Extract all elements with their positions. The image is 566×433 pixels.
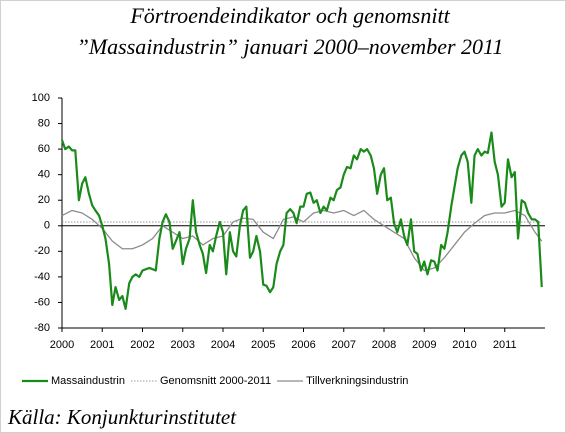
x-tick-label: 2008 bbox=[372, 339, 396, 351]
x-tick-label: 2007 bbox=[332, 339, 356, 351]
legend-label: Genomsnitt 2000-2011 bbox=[160, 375, 271, 387]
x-tick-label: 2006 bbox=[291, 339, 315, 351]
x-tick-label: 2011 bbox=[493, 339, 517, 351]
x-tick-label: 2005 bbox=[251, 339, 275, 351]
y-tick-label: -40 bbox=[34, 271, 50, 283]
y-tick-label: 100 bbox=[32, 92, 50, 104]
y-tick-label: 80 bbox=[38, 117, 50, 129]
x-tick-label: 2000 bbox=[50, 339, 74, 351]
legend-label: Tillverkningsindustrin bbox=[306, 375, 408, 387]
legend-label: Massaindustrin bbox=[51, 375, 125, 387]
y-tick-label: 0 bbox=[44, 220, 50, 232]
y-tick-label: -60 bbox=[34, 296, 50, 308]
x-tick-label: 2001 bbox=[90, 339, 114, 351]
y-tick-label: -80 bbox=[34, 322, 50, 334]
y-tick-label: -20 bbox=[34, 245, 50, 257]
source: Källa: Konjunkturinstitutet bbox=[7, 405, 237, 429]
y-tick-label: 20 bbox=[38, 194, 50, 206]
x-tick-label: 2004 bbox=[211, 339, 235, 351]
chart-subtitle: ”Massaindustrin” januari 2000–november 2… bbox=[77, 34, 504, 59]
chart-title: Förtroendeindikator och genomsnitt bbox=[129, 3, 450, 28]
series-line bbox=[60, 131, 543, 310]
y-tick-label: 40 bbox=[38, 169, 50, 181]
y-tick-label: 60 bbox=[38, 143, 50, 155]
x-tick-label: 2002 bbox=[130, 339, 154, 351]
x-tick-label: 2009 bbox=[412, 339, 436, 351]
x-tick-label: 2010 bbox=[452, 339, 476, 351]
x-tick-label: 2003 bbox=[171, 339, 195, 351]
